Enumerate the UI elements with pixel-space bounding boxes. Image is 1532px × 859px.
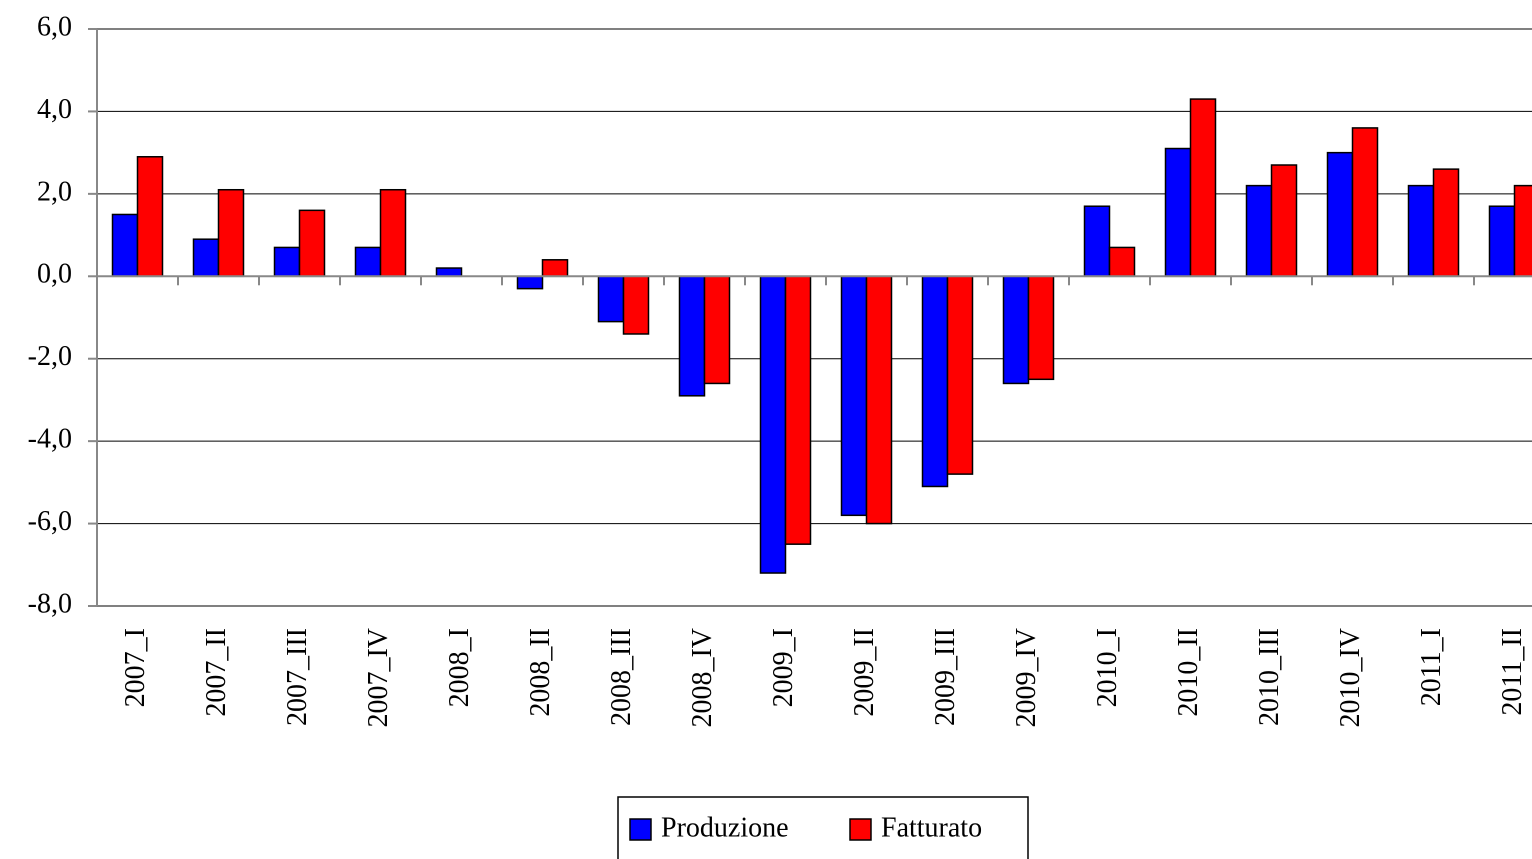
legend-label: Produzione: [661, 812, 789, 843]
legend-box: [617, 796, 1029, 859]
bar: [1083, 205, 1111, 278]
bar: [1432, 168, 1460, 278]
bar: [759, 275, 787, 574]
bar: [1513, 184, 1532, 278]
x-tick-label: 2011_I: [1416, 628, 1447, 706]
x-tick-label: 2008_II: [525, 628, 556, 717]
bar: [946, 275, 974, 475]
bar: [1245, 184, 1273, 278]
bar: [541, 259, 569, 278]
bar: [298, 209, 326, 278]
x-tick-label: 2007_I: [120, 628, 151, 707]
bar: [379, 188, 407, 278]
legend-swatch: [849, 818, 872, 841]
x-tick-label: 2007_II: [201, 628, 232, 717]
x-tick-label: 2009_I: [768, 628, 799, 707]
y-tick-label: 4,0: [37, 94, 72, 125]
bar: [865, 275, 893, 525]
bar: [273, 246, 301, 278]
bar: [1326, 151, 1354, 278]
bar: [703, 275, 731, 385]
bar: [516, 275, 544, 290]
bar: [1002, 275, 1030, 385]
x-tick-label: 2007_III: [282, 628, 313, 726]
bar: [678, 275, 706, 397]
bar: [136, 156, 164, 278]
y-tick-label: -6,0: [28, 506, 72, 537]
y-tick-label: -2,0: [28, 341, 72, 372]
x-tick-label: 2008_I: [444, 628, 475, 707]
y-tick-label: 6,0: [37, 11, 72, 42]
bar: [1108, 246, 1136, 278]
bar: [435, 267, 463, 278]
x-tick-label: 2009_IV: [1011, 628, 1042, 728]
bar: [354, 246, 382, 278]
y-tick-label: -8,0: [28, 588, 72, 619]
bar: [622, 275, 650, 335]
bar: [111, 213, 139, 278]
bar: [1351, 127, 1379, 278]
y-tick-label: 0,0: [37, 259, 72, 290]
y-tick-label: -4,0: [28, 424, 72, 455]
bar: [1164, 147, 1192, 278]
bar: [217, 188, 245, 278]
x-tick-label: 2009_III: [930, 628, 961, 726]
bar: [1189, 98, 1217, 278]
bar: [1407, 184, 1435, 278]
bar: [597, 275, 625, 323]
bar: [1270, 164, 1298, 278]
x-tick-label: 2010_I: [1092, 628, 1123, 707]
x-tick-label: 2011_II: [1497, 628, 1528, 716]
x-tick-label: 2010_II: [1173, 628, 1204, 717]
legend-swatch: [629, 818, 652, 841]
y-tick-label: 2,0: [37, 176, 72, 207]
bar: [1488, 205, 1516, 278]
x-tick-label: 2007_IV: [363, 628, 394, 728]
x-tick-label: 2008_III: [606, 628, 637, 726]
bar: [921, 275, 949, 488]
bar: [1027, 275, 1055, 381]
legend-label: Fatturato: [881, 812, 982, 843]
x-tick-label: 2009_II: [849, 628, 880, 717]
x-tick-label: 2008_IV: [687, 628, 718, 728]
bar: [840, 275, 868, 517]
bar: [192, 238, 220, 278]
x-tick-label: 2010_III: [1254, 628, 1285, 726]
x-tick-label: 2010_IV: [1335, 628, 1366, 728]
bar: [784, 275, 812, 545]
